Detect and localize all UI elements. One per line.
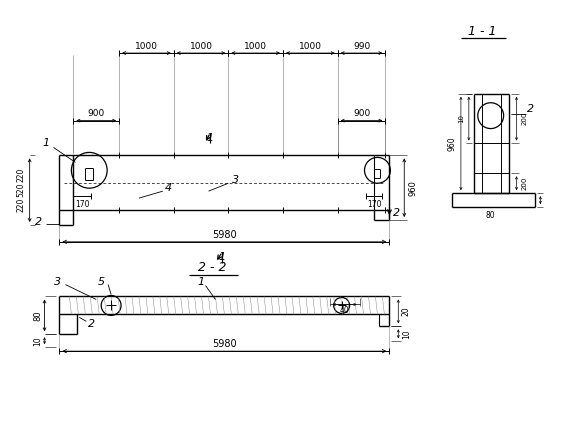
Text: 1000: 1000 bbox=[135, 41, 158, 51]
Text: 2: 2 bbox=[393, 208, 400, 218]
Text: 170: 170 bbox=[75, 200, 90, 208]
Text: 1: 1 bbox=[219, 252, 226, 262]
Text: 80: 80 bbox=[486, 211, 496, 219]
Text: 220: 220 bbox=[16, 198, 25, 212]
Text: 1000: 1000 bbox=[244, 41, 267, 51]
Text: 3: 3 bbox=[54, 276, 61, 286]
Text: 990: 990 bbox=[353, 41, 370, 51]
Text: 2: 2 bbox=[527, 104, 534, 114]
Text: 170: 170 bbox=[367, 200, 382, 208]
Text: 1000: 1000 bbox=[190, 41, 213, 51]
Text: 960: 960 bbox=[447, 136, 457, 151]
Text: 2: 2 bbox=[88, 319, 95, 329]
Text: 5980: 5980 bbox=[212, 339, 237, 349]
Text: 1000: 1000 bbox=[299, 41, 322, 51]
Text: 200: 200 bbox=[522, 177, 527, 190]
Text: 3: 3 bbox=[232, 175, 239, 185]
Text: 1 - 1: 1 - 1 bbox=[469, 25, 497, 37]
Text: 10: 10 bbox=[33, 337, 42, 346]
Text: 520: 520 bbox=[16, 183, 25, 198]
Text: 10: 10 bbox=[402, 329, 411, 339]
Text: 20: 20 bbox=[402, 307, 411, 316]
Text: 80: 80 bbox=[33, 310, 42, 321]
Text: 2: 2 bbox=[35, 217, 42, 227]
Text: 40: 40 bbox=[340, 306, 350, 315]
Text: 960: 960 bbox=[409, 180, 417, 196]
Text: 900: 900 bbox=[87, 109, 105, 118]
Text: 4: 4 bbox=[165, 183, 172, 193]
Text: 200: 200 bbox=[522, 112, 527, 125]
Text: 1: 1 bbox=[197, 276, 204, 286]
Text: 2 - 2: 2 - 2 bbox=[198, 261, 227, 274]
Text: 1: 1 bbox=[207, 133, 214, 143]
Text: 5980: 5980 bbox=[212, 230, 237, 240]
Text: 10: 10 bbox=[458, 114, 464, 123]
Text: 1: 1 bbox=[42, 139, 49, 149]
Text: 900: 900 bbox=[353, 109, 370, 118]
Text: 5: 5 bbox=[98, 276, 105, 286]
Text: 220: 220 bbox=[16, 168, 25, 182]
